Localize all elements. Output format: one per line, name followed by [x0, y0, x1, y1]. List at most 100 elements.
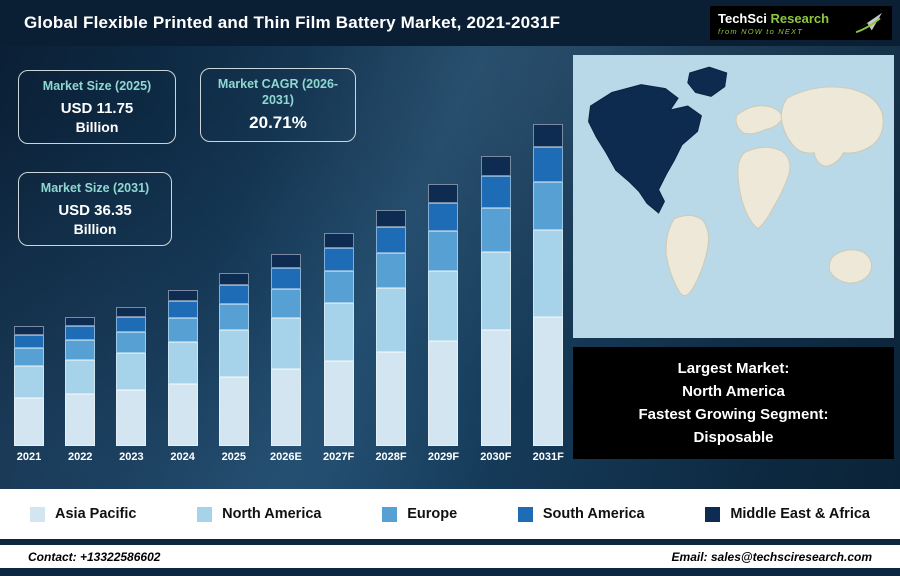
- bar-segment-europe: [428, 231, 459, 271]
- x-axis-label: 2026E: [270, 451, 302, 463]
- bar-segment-middle-east-africa: [533, 124, 564, 147]
- bar-column-2024: 2024: [167, 290, 198, 463]
- bar-segment-middle-east-africa: [116, 306, 147, 317]
- bar-segment-south-america: [428, 202, 459, 232]
- map-africa: [737, 146, 791, 230]
- bar-segment-middle-east-africa: [480, 155, 511, 177]
- legend-item-middle-east-africa: Middle East & Africa: [705, 506, 870, 522]
- bar-segment-south-america: [270, 267, 301, 289]
- chart-legend: Asia Pacific North America Europe South Ame…: [0, 489, 900, 539]
- contact-phone: Contact: +13322586602: [28, 549, 161, 564]
- bar-segment-asia-pacific: [428, 341, 459, 446]
- bar-segment-asia-pacific: [376, 351, 407, 446]
- x-axis-label: 2030F: [480, 451, 512, 463]
- map-greenland: [687, 66, 728, 97]
- bar-segment-europe: [14, 348, 44, 366]
- bar-segment-asia-pacific: [14, 398, 44, 446]
- x-axis-label: 2025: [221, 451, 247, 463]
- card-unit: Billion: [75, 118, 119, 135]
- bar-segment-europe: [323, 271, 354, 304]
- bar-stack: [167, 290, 198, 446]
- bar-stack: [65, 316, 96, 446]
- bar-stack: [480, 155, 511, 446]
- legend-label: South America: [542, 506, 645, 522]
- legend-label: Asia Pacific: [55, 506, 137, 522]
- bar-segment-south-america: [218, 285, 249, 305]
- bar-segment-middle-east-africa: [65, 316, 96, 326]
- callout-line: Largest Market:: [677, 360, 790, 377]
- contact-email: Email: sales@techsciresearch.com: [671, 549, 872, 564]
- bar-column-2031F: 2031F: [533, 124, 564, 463]
- bar-segment-middle-east-africa: [167, 290, 198, 302]
- legend-swatch: [705, 506, 721, 522]
- bar-segment-middle-east-africa: [428, 184, 459, 203]
- legend-swatch: [197, 506, 213, 522]
- bar-segment-north-america: [218, 330, 249, 377]
- bar-stack: [323, 233, 354, 446]
- bar-stack: [116, 306, 147, 446]
- bar-segment-north-america: [323, 303, 354, 361]
- legend-item-north-america: North America: [197, 506, 322, 522]
- paper-plane-icon: [855, 12, 882, 34]
- legend-item-europe: Europe: [382, 506, 457, 522]
- bar-segment-south-america: [116, 316, 147, 332]
- bar-segment-south-america: [480, 176, 511, 208]
- stacked-bar-chart: 2021 2022 2023 2024 2025 2026E 2027F 2028F 2029F…: [14, 124, 564, 463]
- bar-segment-asia-pacific: [218, 376, 249, 446]
- bar-stack: [533, 124, 564, 446]
- card-value: USD 11.75: [60, 99, 134, 117]
- logo-brand-research: Research: [770, 10, 830, 26]
- bar-segment-europe: [65, 340, 96, 360]
- bar-segment-north-america: [428, 270, 459, 342]
- x-axis-label: 2027F: [323, 451, 355, 463]
- bar-segment-middle-east-africa: [376, 210, 407, 227]
- bar-column-2030F: 2030F: [480, 155, 512, 463]
- bar-segment-north-america: [480, 251, 511, 330]
- bar-column-2021: 2021: [14, 326, 44, 463]
- bar-stack: [218, 273, 249, 446]
- callout-line: North America: [682, 383, 785, 400]
- bar-segment-asia-pacific: [480, 329, 511, 446]
- bar-segment-south-america: [167, 301, 198, 319]
- chart-area: Market Size (2025) USD 11.75 Billion Mar…: [0, 46, 900, 489]
- logo-brand-tech: TechSci: [718, 10, 767, 26]
- header: Global Flexible Printed and Thin Film Ba…: [0, 0, 900, 46]
- card-unit: Billion: [73, 220, 117, 237]
- bar-column-2023: 2023: [116, 306, 147, 463]
- x-axis-label: 2021: [16, 451, 42, 463]
- bar-stack: [270, 254, 301, 446]
- bar-segment-north-america: [376, 287, 407, 352]
- legend-item-asia-pacific: Asia Pacific: [30, 506, 136, 522]
- map-europe: [735, 105, 784, 135]
- card-value: USD 36.35: [58, 201, 132, 219]
- bar-stack: [428, 184, 459, 446]
- legend-swatch: [30, 506, 45, 522]
- footer: Contact: +13322586602 Email: sales@techs…: [0, 545, 900, 568]
- legend-swatch: [382, 506, 398, 522]
- logo-text: TechSci Research from NOW to NEXT: [718, 11, 848, 36]
- card-value: 20.71%: [249, 113, 307, 133]
- bar-stack: [376, 210, 407, 446]
- bar-segment-north-america: [14, 365, 44, 399]
- card-title: Market CAGR (2026-2031): [217, 77, 339, 107]
- bar-stack: [14, 326, 44, 446]
- bar-segment-north-america: [270, 317, 301, 370]
- bar-segment-asia-pacific: [323, 360, 354, 446]
- page-title: Global Flexible Printed and Thin Film Ba…: [24, 13, 561, 32]
- bar-segment-asia-pacific: [65, 394, 96, 446]
- legend-swatch: [517, 506, 533, 522]
- bar-segment-europe: [376, 252, 407, 288]
- bar-column-2022: 2022: [65, 316, 96, 463]
- bar-segment-south-america: [376, 226, 407, 253]
- bar-segment-south-america: [14, 334, 44, 349]
- x-axis-label: 2022: [67, 451, 93, 463]
- legend-label: Europe: [407, 506, 458, 522]
- bar-segment-europe: [218, 304, 249, 331]
- x-axis-label: 2031F: [532, 451, 564, 463]
- bar-segment-europe: [480, 207, 511, 252]
- bar-segment-middle-east-africa: [14, 326, 44, 335]
- bar-column-2025: 2025: [218, 273, 249, 463]
- map-asia: [780, 86, 884, 167]
- market-size-2025-card: Market Size (2025) USD 11.75 Billion: [18, 70, 176, 144]
- x-axis-label: 2023: [119, 451, 144, 463]
